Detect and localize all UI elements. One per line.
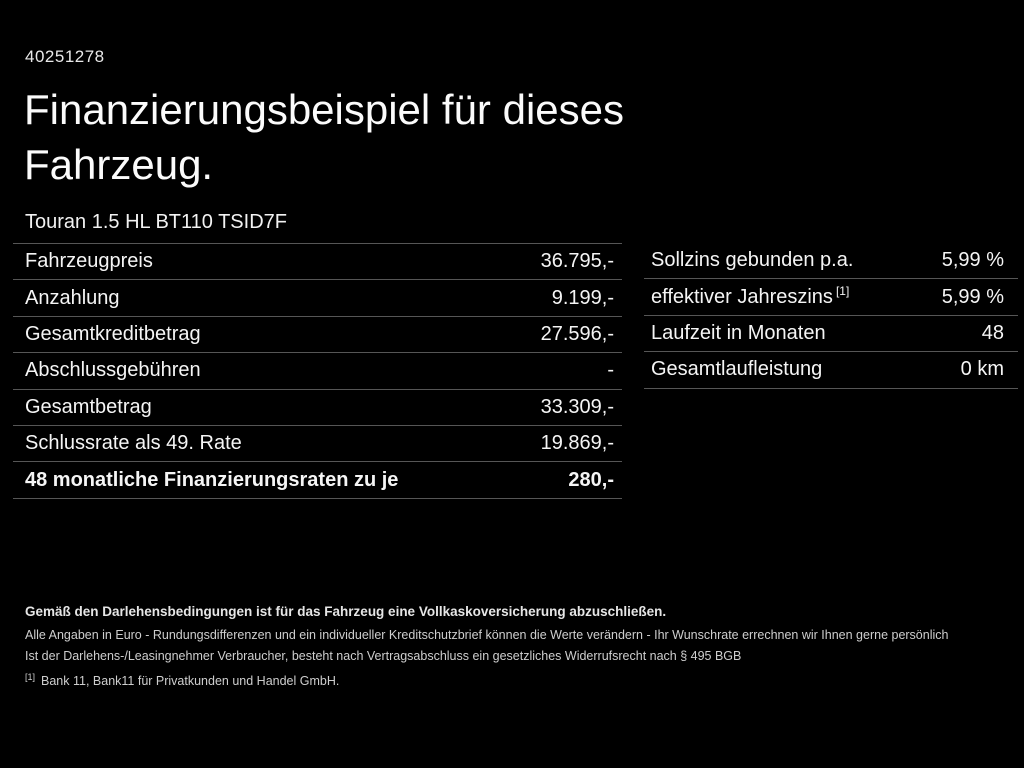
page-title-line1: Finanzierungsbeispiel für dieses xyxy=(24,86,624,133)
disclaimer-line-1: Alle Angaben in Euro - Rundungsdifferenz… xyxy=(25,628,949,642)
row-label: 48 monatliche Finanzierungsraten zu je xyxy=(25,468,399,491)
table-row-monatsrate: 48 monatliche Finanzierungsraten zu je 2… xyxy=(13,462,622,499)
row-label: Gesamtbetrag xyxy=(25,395,152,418)
row-value: 5,99 % xyxy=(941,285,1004,308)
row-label: Fahrzeugpreis xyxy=(25,250,153,273)
table-row-effektiver-jahreszins: effektiver Jahreszins [1] 5,99 % xyxy=(644,279,1018,316)
financing-table-left: Fahrzeugpreis 36.795,- Anzahlung 9.199,-… xyxy=(13,243,622,499)
financing-table-right: Sollzins gebunden p.a. 5,99 % effektiver… xyxy=(644,243,1018,389)
footnote-reference: [1] xyxy=(835,283,850,298)
footnote-text: Bank 11, Bank11 für Privatkunden und Han… xyxy=(41,674,340,689)
insurance-note: Gemäß den Darlehensbedingungen ist für d… xyxy=(25,604,667,619)
page-title: Finanzierungsbeispiel für dieses Fahrzeu… xyxy=(24,82,624,192)
row-label: Sollzins gebunden p.a. xyxy=(651,249,854,272)
row-label-text: effektiver Jahreszins xyxy=(651,285,833,308)
bank-footnote: [1] Bank 11, Bank11 für Privatkunden und … xyxy=(25,672,1000,688)
table-row-abschlussgebuehren: Abschlussgebühren - xyxy=(13,353,622,390)
row-value: 48 xyxy=(981,321,1004,344)
disclaimer-line-2: Ist der Darlehens-/Leasingnehmer Verbrau… xyxy=(25,649,742,663)
page-title-line2: Fahrzeug. xyxy=(24,141,214,188)
row-value: 27.596,- xyxy=(540,322,614,345)
row-label: Gesamtkreditbetrag xyxy=(25,322,201,345)
row-label: Laufzeit in Monaten xyxy=(651,321,826,344)
row-value: 33.309,- xyxy=(540,395,614,418)
row-label: Abschlussgebühren xyxy=(25,359,201,382)
row-value: 5,99 % xyxy=(941,249,1004,272)
row-value: 280,- xyxy=(568,468,614,491)
table-row-anzahlung: Anzahlung 9.199,- xyxy=(13,280,622,317)
table-row-fahrzeugpreis: Fahrzeugpreis 36.795,- xyxy=(13,244,622,281)
row-value: 9.199,- xyxy=(551,286,614,309)
offer-id: 40251278 xyxy=(25,47,105,66)
row-value: 0 km xyxy=(960,358,1004,381)
row-value: 19.869,- xyxy=(540,432,614,455)
row-value: 36.795,- xyxy=(540,250,614,273)
row-label: Gesamtlaufleistung xyxy=(651,358,823,381)
table-row-gesamtkreditbetrag: Gesamtkreditbetrag 27.596,- xyxy=(13,317,622,354)
table-row-laufzeit: Laufzeit in Monaten 48 xyxy=(644,316,1018,353)
footnote-marker: [1] xyxy=(25,672,36,682)
table-row-gesamtbetrag: Gesamtbetrag 33.309,- xyxy=(13,390,622,426)
legal-footer: Gemäß den Darlehensbedingungen ist für d… xyxy=(25,604,1000,688)
row-value: - xyxy=(607,359,614,382)
row-label: effektiver Jahreszins [1] xyxy=(651,283,850,309)
table-row-sollzins: Sollzins gebunden p.a. 5,99 % xyxy=(644,243,1018,280)
vehicle-name: Touran 1.5 HL BT110 TSID7F xyxy=(25,211,287,233)
row-label: Schlussrate als 49. Rate xyxy=(25,432,242,455)
table-row-schlussrate: Schlussrate als 49. Rate 19.869,- xyxy=(13,426,622,463)
row-label: Anzahlung xyxy=(25,286,120,309)
table-row-gesamtlaufleistung: Gesamtlaufleistung 0 km xyxy=(644,352,1018,389)
